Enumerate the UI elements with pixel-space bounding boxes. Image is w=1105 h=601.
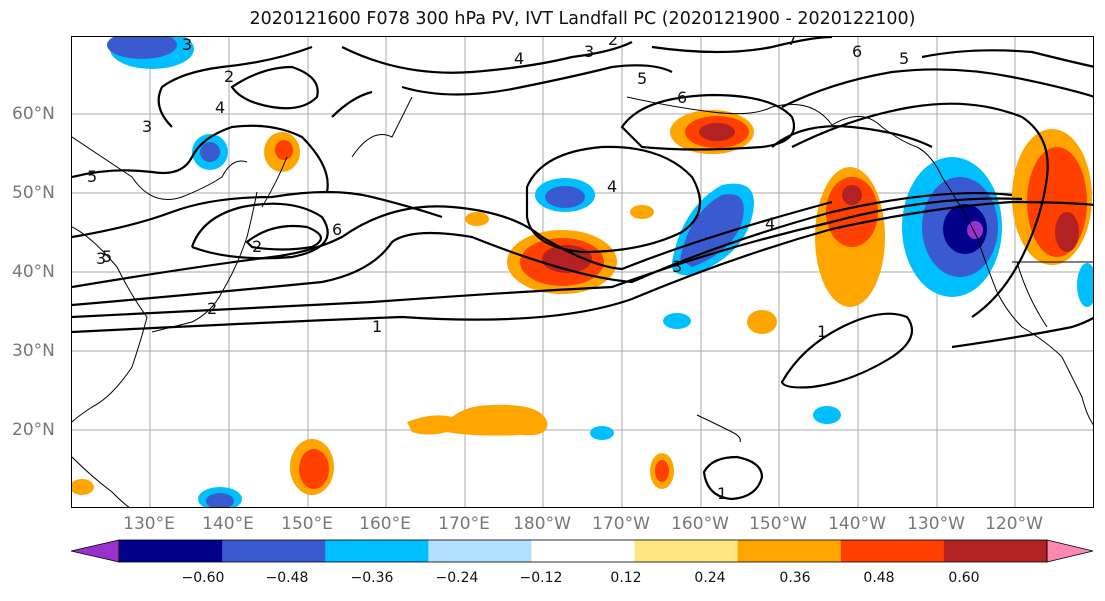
- contour-label: 6: [677, 88, 687, 107]
- contour-label: 7: [787, 37, 797, 49]
- lon-label: 130°E: [123, 514, 175, 534]
- map-panel: 2 3 4 3 5 7 6 5 2 3 4 5 6 2 5 4 6 3 1 4 …: [71, 36, 1094, 508]
- contour-label: 2: [224, 67, 234, 86]
- contour-label: 4: [765, 214, 775, 233]
- contour-label: 3: [584, 42, 594, 61]
- colorbar-segment: [428, 540, 532, 562]
- contour-label: 5: [637, 69, 647, 88]
- contour-label: 1: [817, 322, 827, 341]
- colorbar-segment: [840, 540, 945, 562]
- contour-label: 4: [215, 98, 225, 117]
- lon-label: 150°E: [281, 514, 333, 534]
- lon-label: 120°W: [985, 514, 1043, 534]
- colorbar-segment: [325, 540, 429, 562]
- contour-label: 3: [142, 117, 152, 136]
- contour-label: 6: [332, 220, 342, 239]
- map-title: 2020121600 F078 300 hPa PV, IVT Landfall…: [249, 9, 916, 29]
- lon-label: 180°W: [513, 514, 571, 534]
- colorbar-segment: [222, 540, 326, 562]
- lat-label: 20°N: [12, 420, 55, 440]
- pv-contours: [72, 37, 1093, 501]
- colorbar-tick: 0.60: [948, 570, 980, 586]
- lat-label: 60°N: [12, 104, 55, 124]
- contour-label: 5: [102, 247, 112, 266]
- colorbar-segment: [119, 540, 223, 562]
- colorbar-tick: −0.48: [265, 570, 309, 586]
- contour-label: 3: [672, 257, 682, 276]
- lon-label: 140°E: [202, 514, 254, 534]
- colorbar-segment: [943, 540, 1048, 562]
- colorbar-tick: 0.24: [694, 570, 726, 586]
- contour-label: 3: [182, 37, 192, 54]
- contour-label: 4: [514, 49, 524, 68]
- lon-label: 170°E: [438, 514, 490, 534]
- colorbar-segment: [531, 540, 636, 562]
- colorbar-segment: [634, 540, 739, 562]
- colorbar-segment: [737, 540, 842, 562]
- contour-label: 2: [252, 237, 262, 256]
- contour-label: 3: [96, 249, 106, 268]
- contour-label: 6: [852, 42, 862, 61]
- map-canvas: 2 3 4 3 5 7 6 5 2 3 4 5 6 2 5 4 6 3 1 4 …: [72, 37, 1093, 507]
- lat-label: 50°N: [12, 183, 55, 203]
- lat-label: 40°N: [12, 262, 55, 282]
- coastlines: [72, 96, 1093, 507]
- colorbar-tick: −0.12: [519, 570, 563, 586]
- colorbar-tick: 0.12: [610, 570, 642, 586]
- graticule: [72, 37, 1093, 507]
- colorbar-extend-max: [1046, 539, 1094, 563]
- contour-labels: 2 3 4 3 5 7 6 5 2 3 4 5 6 2 5 4 6 3 1 4 …: [87, 37, 909, 503]
- contour-label: 4: [607, 177, 617, 196]
- contour-label: 5: [899, 49, 909, 68]
- contour-label: 2: [207, 299, 217, 318]
- colorbar-tick: 0.36: [779, 570, 811, 586]
- contour-label: 1: [717, 484, 727, 503]
- colorbar-extend-min: [71, 539, 120, 563]
- lon-label: 170°W: [592, 514, 650, 534]
- contour-label: 1: [372, 317, 382, 336]
- lon-label: 140°W: [828, 514, 886, 534]
- colorbar-tick: 0.48: [863, 570, 895, 586]
- lon-label: 160°E: [359, 514, 411, 534]
- colorbar-tick: −0.24: [435, 570, 479, 586]
- lon-label: 150°W: [749, 514, 807, 534]
- lon-label: 160°W: [671, 514, 729, 534]
- lat-label: 30°N: [12, 341, 55, 361]
- ivt-negative-shading: [107, 37, 1093, 507]
- contour-label: 5: [87, 167, 97, 186]
- colorbar-outline: [118, 539, 1048, 563]
- contour-label: 2: [608, 37, 618, 49]
- colorbar: [71, 539, 1094, 563]
- ivt-positive-shading: [72, 110, 1092, 495]
- lon-label: 130°W: [907, 514, 965, 534]
- colorbar-tick: −0.60: [181, 570, 225, 586]
- colorbar-tick: −0.36: [350, 570, 394, 586]
